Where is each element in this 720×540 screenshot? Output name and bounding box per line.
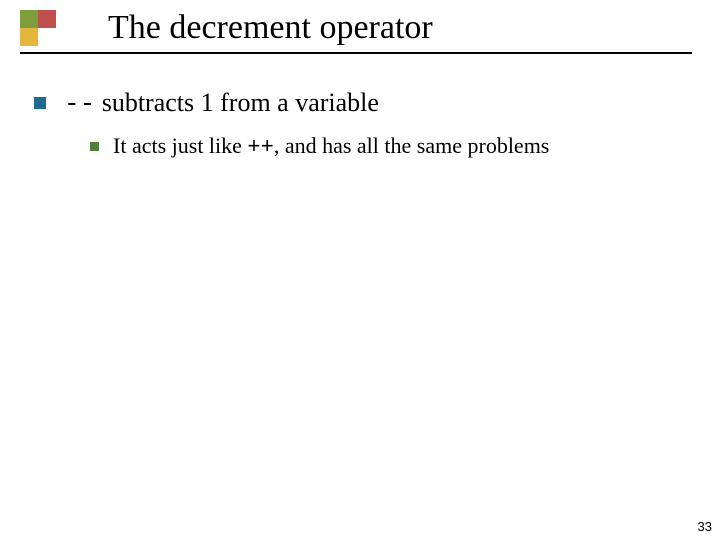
bullet-sub-post: , and has all the same problems bbox=[274, 133, 550, 158]
page-number: 33 bbox=[698, 519, 712, 534]
title-block: The decrement operator bbox=[108, 8, 668, 47]
bullet-level1: -- subtracts 1 from a variable bbox=[34, 86, 684, 122]
code-text: -- bbox=[64, 89, 95, 119]
corner-decoration bbox=[20, 10, 76, 44]
bullet-level2: It acts just like ++, and has all the sa… bbox=[90, 132, 684, 163]
bullet-text: subtracts 1 from a variable bbox=[102, 88, 379, 117]
slide-title: The decrement operator bbox=[108, 8, 668, 47]
title-underline bbox=[20, 52, 692, 54]
square-bullet-icon bbox=[90, 142, 99, 151]
corner-sq-bottom-right bbox=[38, 28, 56, 46]
square-bullet-icon bbox=[34, 97, 46, 109]
bullet-sub-pre: It acts just like bbox=[113, 133, 247, 158]
corner-sq-top-left bbox=[20, 10, 38, 28]
corner-sq-top-right bbox=[38, 10, 56, 28]
slide: The decrement operator -- subtracts 1 fr… bbox=[0, 0, 720, 540]
bullet-level1-text: -- subtracts 1 from a variable bbox=[64, 86, 379, 122]
bullet-level2-text: It acts just like ++, and has all the sa… bbox=[113, 132, 549, 163]
corner-sq-bottom-left bbox=[20, 28, 38, 46]
code-text: ++ bbox=[247, 135, 273, 160]
slide-body: -- subtracts 1 from a variable It acts j… bbox=[34, 86, 684, 162]
